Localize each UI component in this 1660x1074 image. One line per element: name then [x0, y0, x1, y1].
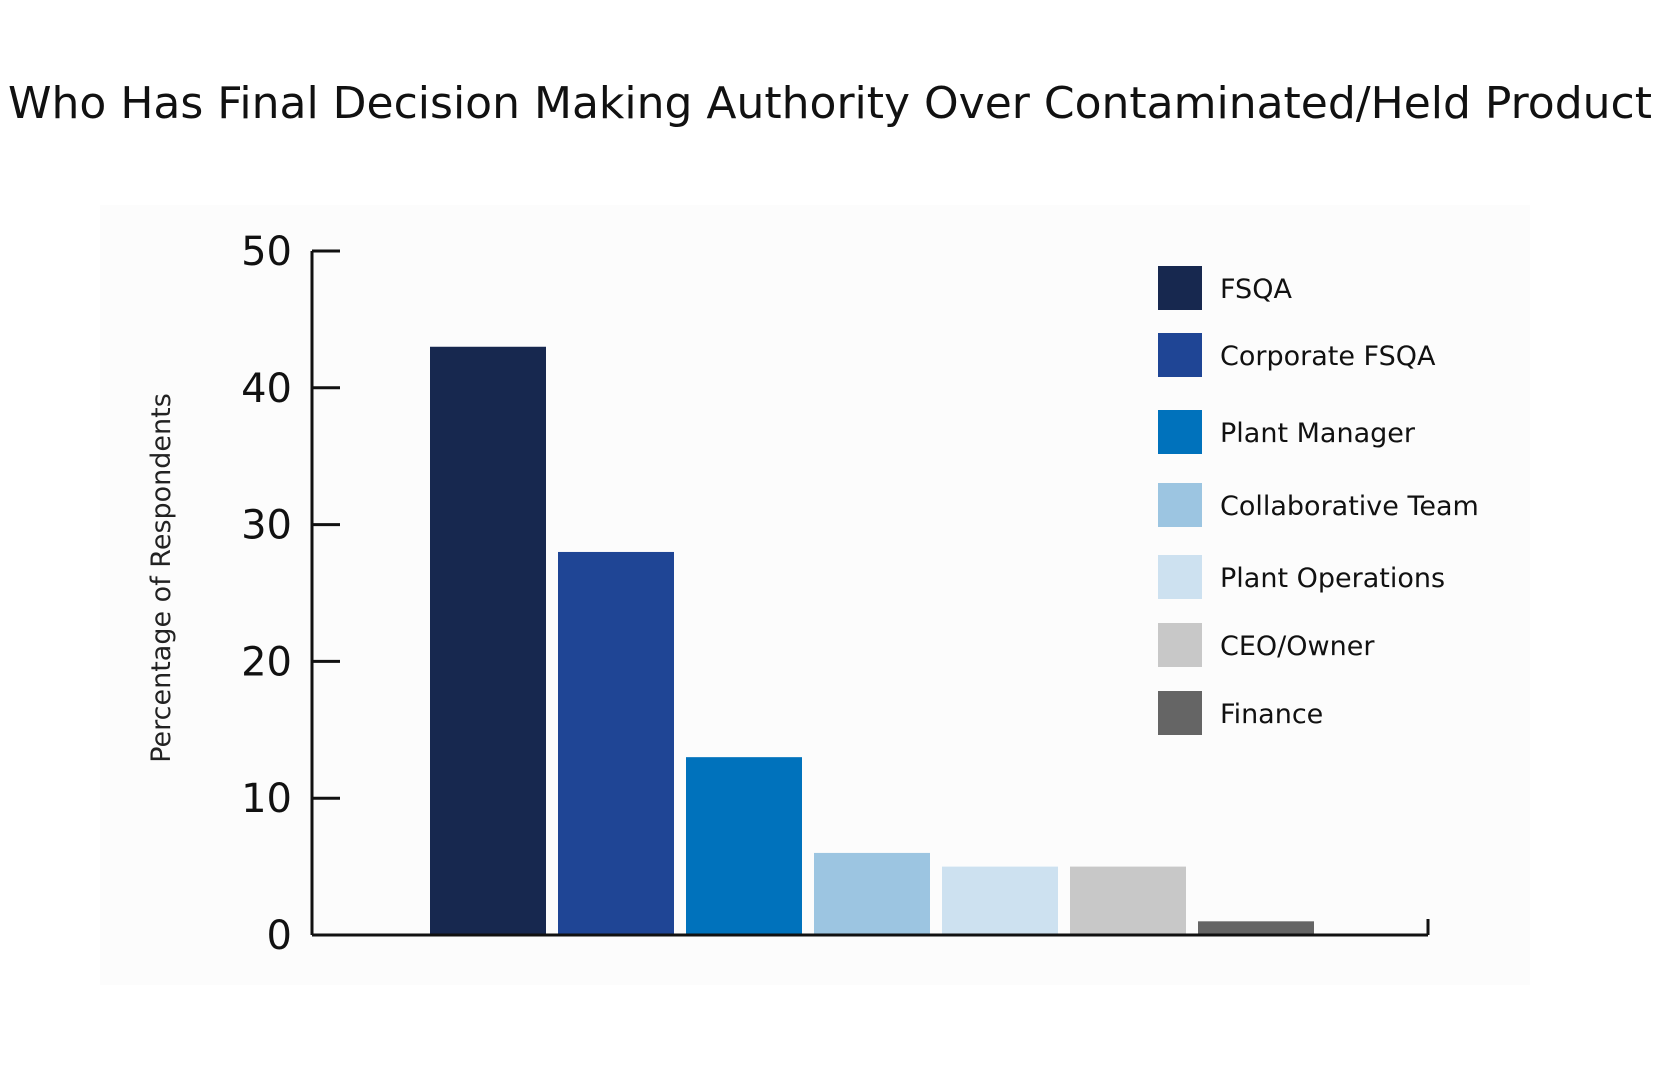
- legend-label: Corporate FSQA: [1220, 341, 1436, 372]
- bar-fsqa: [430, 346, 546, 935]
- y-tick-label: 20: [241, 639, 292, 685]
- legend-label: Plant Operations: [1220, 563, 1445, 594]
- bar-finance: [1198, 921, 1314, 935]
- legend-swatch: [1158, 483, 1202, 527]
- legend-label: CEO/Owner: [1220, 631, 1375, 662]
- legend-label: FSQA: [1220, 274, 1292, 305]
- legend-swatch: [1158, 691, 1202, 735]
- legend-label: Finance: [1220, 699, 1323, 730]
- chart-title: Who Has Final Decision Making Authority …: [8, 78, 1652, 129]
- legend-label: Plant Manager: [1220, 418, 1416, 449]
- y-tick-label: 30: [241, 503, 292, 549]
- y-axis: 0 10 20 30 40 50: [241, 229, 340, 959]
- legend-swatch: [1158, 333, 1202, 377]
- y-tick-label: 40: [241, 366, 292, 412]
- legend-label: Collaborative Team: [1220, 491, 1479, 522]
- x-axis: [312, 919, 1430, 937]
- legend-swatch: [1158, 555, 1202, 599]
- y-tick-label: 50: [241, 229, 292, 275]
- legend: FSQA Corporate FSQA Plant Manager Collabora…: [1158, 266, 1479, 735]
- y-tick-label: 0: [267, 913, 292, 959]
- bar-corporate-fsqa: [558, 551, 674, 935]
- bar-plant-manager: [686, 757, 802, 935]
- legend-swatch: [1158, 266, 1202, 310]
- bar-collaborative-team: [814, 852, 930, 935]
- bars: [430, 346, 1314, 935]
- y-axis-label: Percentage of Respondents: [146, 393, 177, 763]
- bar-ceo-owner: [1070, 866, 1186, 935]
- y-tick-label: 10: [241, 776, 292, 822]
- legend-swatch: [1158, 623, 1202, 667]
- legend-swatch: [1158, 410, 1202, 454]
- bar-plant-operations: [942, 866, 1058, 935]
